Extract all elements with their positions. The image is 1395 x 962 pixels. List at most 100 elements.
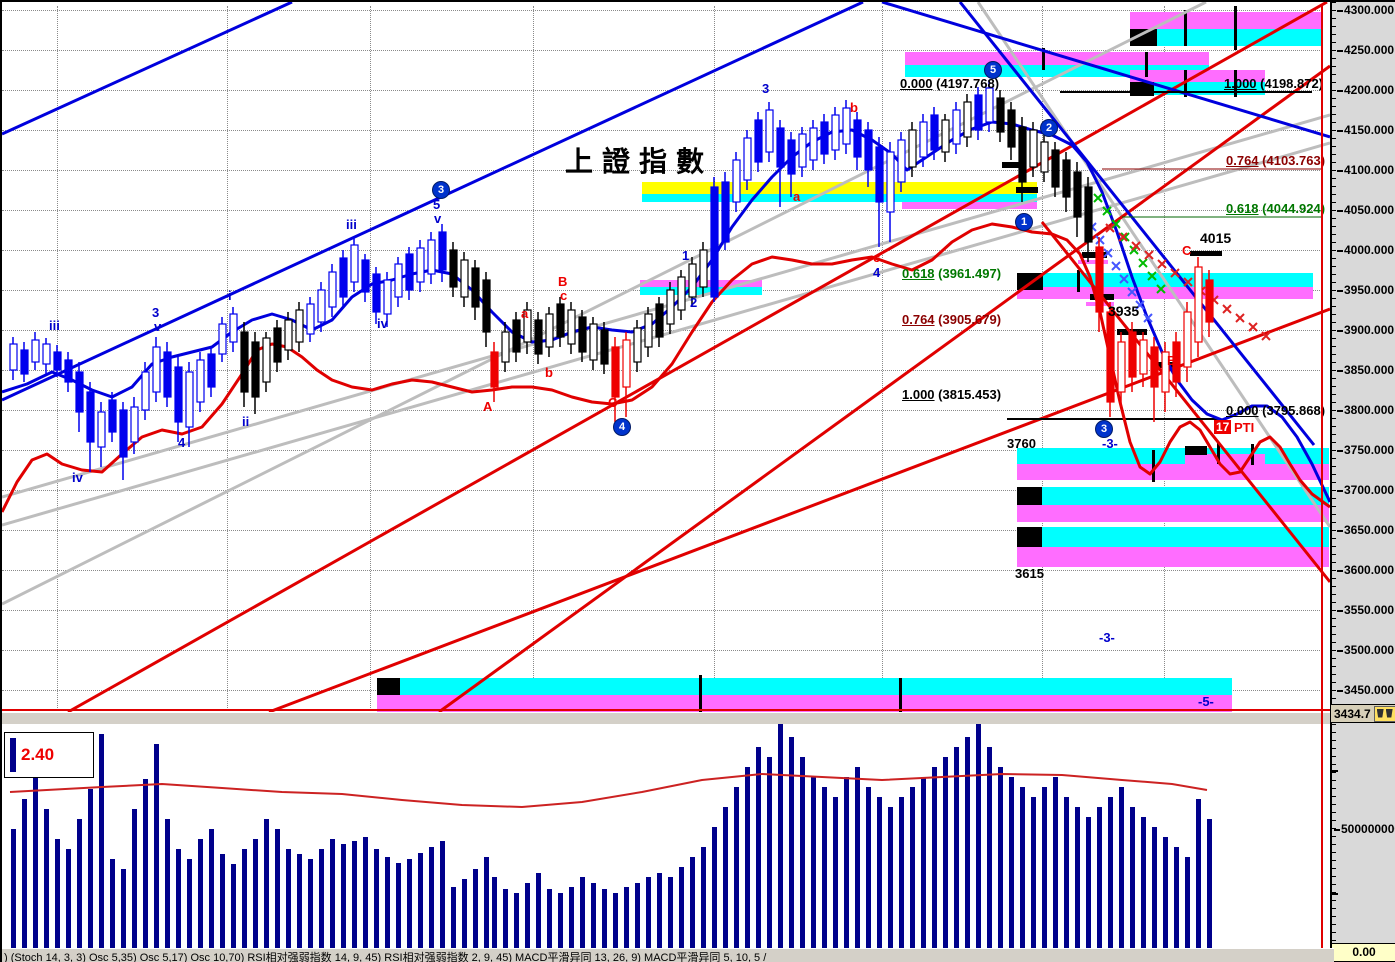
grid-line-horizontal — [2, 50, 1322, 51]
band-tick-mark — [1251, 444, 1254, 465]
price-axis-tick-label: 4000.000 — [1337, 243, 1394, 257]
gap-marker-square — [1130, 82, 1154, 96]
price-axis-tick-label: 3750.000 — [1337, 443, 1394, 457]
level-dash-mark — [1117, 329, 1147, 335]
support-resistance-band — [1130, 29, 1322, 46]
volume-indicator-value: 2.40 — [21, 745, 55, 764]
price-axis-tick-label: 4150.000 — [1337, 123, 1394, 137]
support-resistance-band — [642, 194, 1037, 202]
price-axis-tick-label: 4200.000 — [1337, 83, 1394, 97]
support-resistance-band — [1017, 505, 1329, 522]
grid-line-vertical — [57, 6, 58, 710]
last-price-value: 3434.7 — [1334, 706, 1371, 721]
level-dash-mark — [1016, 187, 1038, 193]
price-axis-tick-label: 3950.000 — [1337, 283, 1394, 297]
chart-bottom-frame-line — [2, 709, 1330, 711]
grid-line-vertical — [714, 6, 715, 710]
chart-title: 上證指數 — [565, 147, 714, 178]
grid-line-horizontal — [2, 210, 1322, 211]
band-tick-mark — [1184, 70, 1187, 97]
price-axis-tick-label: 4050.000 — [1337, 203, 1394, 217]
support-resistance-band — [640, 287, 762, 295]
band-tick-mark — [1077, 270, 1080, 292]
price-axis-ticks — [1332, 2, 1336, 724]
level-dash-mark — [1152, 362, 1180, 368]
indicator-status-bar[interactable]: ) (Stoch 14, 3, 3) Osc 5,35) Osc 5,17) O… — [2, 948, 1334, 962]
band-tick-mark — [1217, 442, 1220, 464]
gap-marker-square — [1185, 446, 1207, 455]
grid-line-vertical — [227, 6, 228, 710]
volume-axis-ticks — [1332, 724, 1336, 954]
grid-line-horizontal — [2, 410, 1322, 411]
price-axis-tick-label: 3650.000 — [1337, 523, 1394, 537]
band-tick-mark — [699, 675, 702, 712]
grid-line-horizontal — [2, 370, 1322, 371]
gap-marker-square — [1017, 273, 1043, 290]
support-resistance-band — [902, 202, 1037, 209]
level-dash-mark — [1082, 252, 1107, 258]
support-resistance-band — [1017, 464, 1329, 480]
price-axis-tick-label: 3500.000 — [1337, 643, 1394, 657]
grid-line-horizontal — [2, 130, 1322, 131]
last-price-box: 3434.7 — [1330, 704, 1395, 723]
price-chart-canvas[interactable] — [2, 2, 1330, 712]
level-dash-mark — [1190, 251, 1222, 256]
band-tick-mark — [1152, 450, 1155, 482]
support-resistance-band — [1017, 448, 1329, 464]
price-axis-tick-label: 4300.000 — [1337, 3, 1394, 17]
band-tick-mark — [1145, 52, 1148, 77]
price-axis-tick-label: 3600.000 — [1337, 563, 1394, 577]
volume-axis[interactable]: 500000000 — [1330, 724, 1395, 962]
gap-marker-square — [377, 678, 400, 695]
support-resistance-band — [1017, 547, 1329, 567]
support-resistance-band — [1130, 12, 1322, 29]
support-resistance-band — [1017, 287, 1313, 299]
support-resistance-band — [1017, 527, 1329, 547]
support-resistance-band — [642, 182, 1037, 194]
price-axis-tick-label: 3550.000 — [1337, 603, 1394, 617]
grid-line-vertical — [533, 6, 534, 710]
band-tick-mark — [1042, 48, 1045, 70]
grid-line-horizontal — [2, 570, 1322, 571]
band-tick-mark — [1184, 10, 1187, 46]
grid-line-horizontal — [2, 250, 1322, 251]
grid-line-vertical — [370, 6, 371, 710]
level-dash-mark — [1002, 162, 1024, 168]
support-resistance-band — [377, 678, 1232, 695]
volume-last-value-box: 0.00 — [1331, 943, 1395, 962]
gap-marker-square — [1017, 487, 1042, 505]
gap-marker-square — [1130, 29, 1157, 46]
grid-line-horizontal — [2, 610, 1322, 611]
price-axis-tick-label: 3800.000 — [1337, 403, 1394, 417]
support-resistance-band — [640, 280, 762, 287]
price-axis-tick-label: 3850.000 — [1337, 363, 1394, 377]
price-axis[interactable]: 4300.000 4250.000 4200.000 4150.000 4100.000… — [1330, 2, 1395, 724]
volume-axis-tick — [1332, 770, 1338, 772]
price-axis-tick-label: 3900.000 — [1337, 323, 1394, 337]
volume-axis-tick — [1332, 893, 1338, 895]
level-dash-mark — [1090, 294, 1114, 300]
signal-dash-mark — [1086, 302, 1114, 306]
volume-pane-canvas[interactable] — [2, 724, 1330, 948]
cursor-vertical-line — [1321, 4, 1323, 960]
band-tick-mark — [1234, 70, 1237, 97]
grid-line-horizontal — [2, 10, 1322, 11]
volume-axis-label: 500000000 — [1334, 822, 1395, 836]
signal-dash-mark — [1078, 260, 1108, 264]
support-resistance-band — [1017, 273, 1313, 287]
gap-marker-square — [1017, 527, 1042, 547]
price-axis-tick-label: 4250.000 — [1337, 43, 1394, 57]
band-tick-mark — [1234, 6, 1237, 50]
grid-line-vertical — [1164, 6, 1165, 710]
support-resistance-band — [1017, 487, 1329, 505]
price-axis-tick-label: 3450.000 — [1337, 683, 1394, 697]
volume-indicator-box: 2.40 — [4, 732, 94, 778]
support-resistance-band — [905, 52, 1209, 65]
binoculars-icon[interactable] — [1373, 705, 1395, 722]
price-axis-tick-label: 4100.000 — [1337, 163, 1394, 177]
grid-line-horizontal — [2, 650, 1322, 651]
band-tick-mark — [899, 678, 902, 712]
grid-line-vertical — [882, 6, 883, 710]
support-resistance-band — [1130, 70, 1265, 82]
